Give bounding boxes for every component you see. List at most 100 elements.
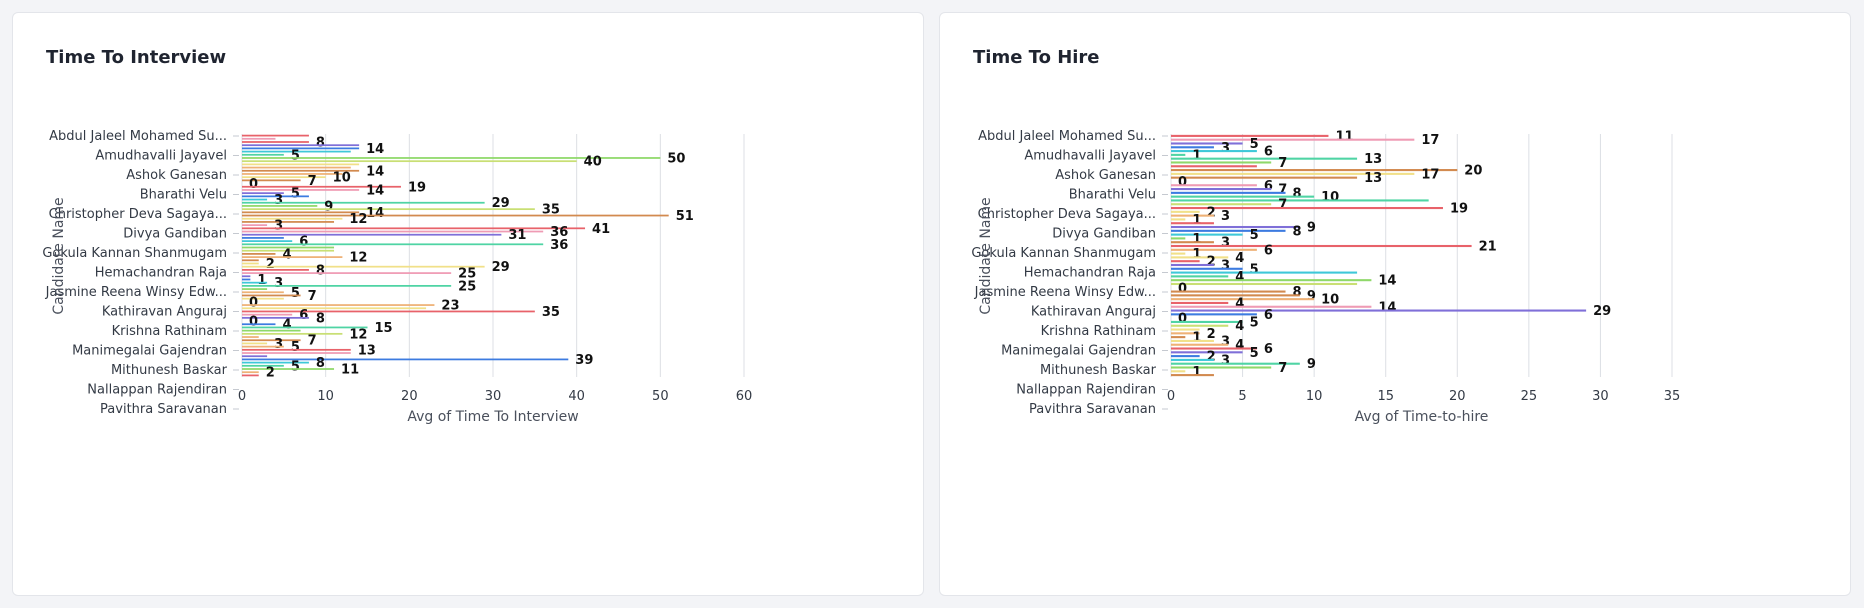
bar[interactable] [242,284,452,287]
bar[interactable] [1171,370,1186,373]
bar[interactable] [242,307,427,310]
bar[interactable] [1171,320,1243,323]
bar[interactable] [1171,358,1214,361]
bar[interactable] [242,304,435,306]
bar[interactable] [242,201,485,204]
bar[interactable] [242,176,326,179]
bar[interactable] [242,310,535,313]
bar[interactable] [242,217,343,220]
bar[interactable] [242,291,284,294]
bar[interactable] [242,157,661,159]
bar[interactable] [242,361,309,364]
bar[interactable] [1171,176,1358,179]
bar[interactable] [242,265,485,268]
bar[interactable] [242,144,360,147]
bar[interactable] [242,288,268,290]
bar[interactable] [242,297,284,300]
bar[interactable] [1171,134,1329,137]
bar[interactable] [242,141,309,143]
bar[interactable] [242,224,268,227]
bar[interactable] [1171,347,1257,350]
bar[interactable] [1171,248,1257,251]
bar[interactable] [1171,237,1186,240]
bar[interactable] [1171,339,1214,342]
bar[interactable] [242,214,669,217]
bar[interactable] [242,189,360,191]
bar[interactable] [1171,256,1229,259]
bar[interactable] [242,230,544,233]
bar[interactable] [1171,214,1214,217]
bar[interactable] [1171,336,1186,339]
bar[interactable] [242,281,268,284]
bar[interactable] [242,332,343,335]
bar[interactable] [1171,313,1257,316]
bar[interactable] [1171,301,1229,305]
bar[interactable] [242,339,301,342]
bar[interactable] [1171,355,1200,358]
bar[interactable] [242,364,284,367]
bar[interactable] [1171,252,1186,255]
bar[interactable] [242,147,360,150]
bar[interactable] [242,342,268,345]
bar[interactable] [1171,366,1272,369]
bar[interactable] [1171,351,1243,354]
bar[interactable] [1171,275,1229,278]
bar[interactable] [242,221,335,223]
bar[interactable] [242,374,259,377]
bar[interactable] [1171,218,1186,221]
bar[interactable] [242,169,360,172]
bar[interactable] [1171,260,1200,263]
bar[interactable] [242,211,360,214]
bar[interactable] [1171,229,1286,232]
bar[interactable] [1171,267,1243,270]
bar[interactable] [242,269,309,271]
bar[interactable] [1171,328,1200,331]
bar[interactable] [242,345,284,348]
bar[interactable] [242,371,259,374]
bar[interactable] [1171,263,1214,267]
bar[interactable] [242,246,335,249]
bar[interactable] [1171,294,1300,297]
bar[interactable] [242,352,351,354]
bar[interactable] [242,237,284,239]
bar[interactable] [242,313,293,316]
bar[interactable] [1171,279,1372,282]
bar[interactable] [1171,290,1286,293]
bar[interactable] [242,240,293,242]
bar[interactable] [1171,138,1415,141]
bar[interactable] [242,355,268,358]
bar[interactable] [1171,157,1358,160]
bar[interactable] [1171,199,1429,202]
bar[interactable] [1171,241,1214,244]
bar[interactable] [1171,282,1358,286]
bar[interactable] [1171,309,1587,312]
bar[interactable] [1171,374,1214,377]
bar[interactable] [242,259,259,262]
bar[interactable] [242,166,351,169]
bar[interactable] [242,253,276,255]
bar[interactable] [1171,206,1443,210]
bar[interactable] [242,262,259,265]
bar[interactable] [1171,305,1372,308]
bar[interactable] [1171,188,1272,191]
bar[interactable] [242,208,535,211]
bar[interactable] [242,368,335,370]
bar[interactable] [242,275,251,278]
bar[interactable] [242,198,268,201]
bar[interactable] [242,160,577,163]
bar[interactable] [242,227,586,230]
bar[interactable] [1171,271,1358,274]
bar[interactable] [242,153,284,156]
bar[interactable] [242,272,452,274]
bar[interactable] [242,192,284,195]
bar[interactable] [1171,150,1257,153]
bar[interactable] [242,323,276,326]
bar[interactable] [242,326,368,329]
bar[interactable] [1171,324,1229,327]
bar[interactable] [1171,161,1272,164]
bar[interactable] [242,336,259,338]
bar[interactable] [242,137,276,140]
bar[interactable] [242,134,309,137]
bar[interactable] [1171,222,1214,225]
bar[interactable] [242,256,343,258]
